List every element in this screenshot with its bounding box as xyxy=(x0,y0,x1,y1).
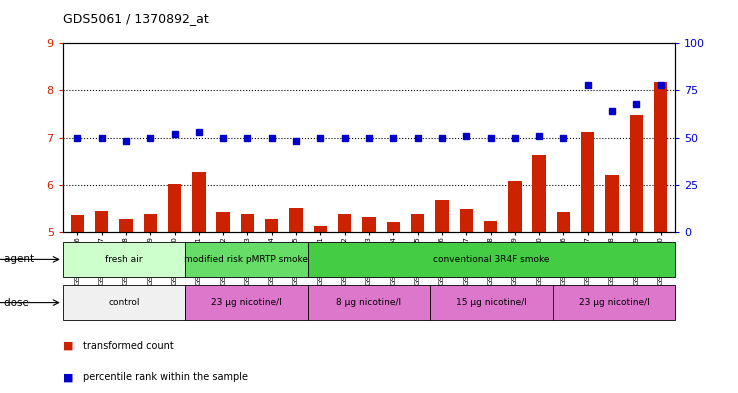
Bar xyxy=(192,172,206,393)
Bar xyxy=(308,242,675,277)
Text: 23 μg nicotine/l: 23 μg nicotine/l xyxy=(579,298,649,307)
Bar xyxy=(411,214,424,393)
Bar xyxy=(484,222,497,393)
Bar xyxy=(508,181,522,393)
Bar xyxy=(338,214,351,393)
Text: 8 μg nicotine/l: 8 μg nicotine/l xyxy=(337,298,401,307)
Bar xyxy=(387,222,400,393)
Bar xyxy=(556,212,570,393)
Text: percentile rank within the sample: percentile rank within the sample xyxy=(83,372,249,382)
Bar xyxy=(71,215,84,393)
Bar xyxy=(120,219,133,393)
Bar xyxy=(241,214,254,393)
Bar xyxy=(308,285,430,320)
Bar xyxy=(95,211,108,393)
Bar xyxy=(63,242,185,277)
Bar xyxy=(362,217,376,393)
Text: GDS5061 / 1370892_at: GDS5061 / 1370892_at xyxy=(63,12,208,25)
Bar xyxy=(265,219,278,393)
Bar xyxy=(581,132,594,393)
Text: fresh air: fresh air xyxy=(106,255,142,264)
Bar xyxy=(314,226,327,393)
Text: ■: ■ xyxy=(63,341,77,351)
Text: agent: agent xyxy=(4,254,37,264)
Text: control: control xyxy=(108,298,139,307)
Bar xyxy=(289,208,303,393)
Bar xyxy=(185,285,308,320)
Bar xyxy=(532,156,546,393)
Bar xyxy=(144,214,157,393)
Bar xyxy=(430,285,553,320)
Text: 23 μg nicotine/l: 23 μg nicotine/l xyxy=(211,298,282,307)
Text: dose: dose xyxy=(4,298,32,308)
Bar xyxy=(63,285,185,320)
Text: ■: ■ xyxy=(63,372,77,382)
Bar xyxy=(168,184,182,393)
Text: transformed count: transformed count xyxy=(83,341,174,351)
Bar xyxy=(605,175,618,393)
Text: modified risk pMRTP smoke: modified risk pMRTP smoke xyxy=(184,255,308,264)
Bar xyxy=(185,242,308,277)
Bar xyxy=(630,115,643,393)
Text: conventional 3R4F smoke: conventional 3R4F smoke xyxy=(433,255,550,264)
Bar xyxy=(460,209,473,393)
Bar xyxy=(435,200,449,393)
Bar xyxy=(654,82,667,393)
Bar xyxy=(553,285,675,320)
Bar xyxy=(216,212,230,393)
Text: 15 μg nicotine/l: 15 μg nicotine/l xyxy=(456,298,527,307)
